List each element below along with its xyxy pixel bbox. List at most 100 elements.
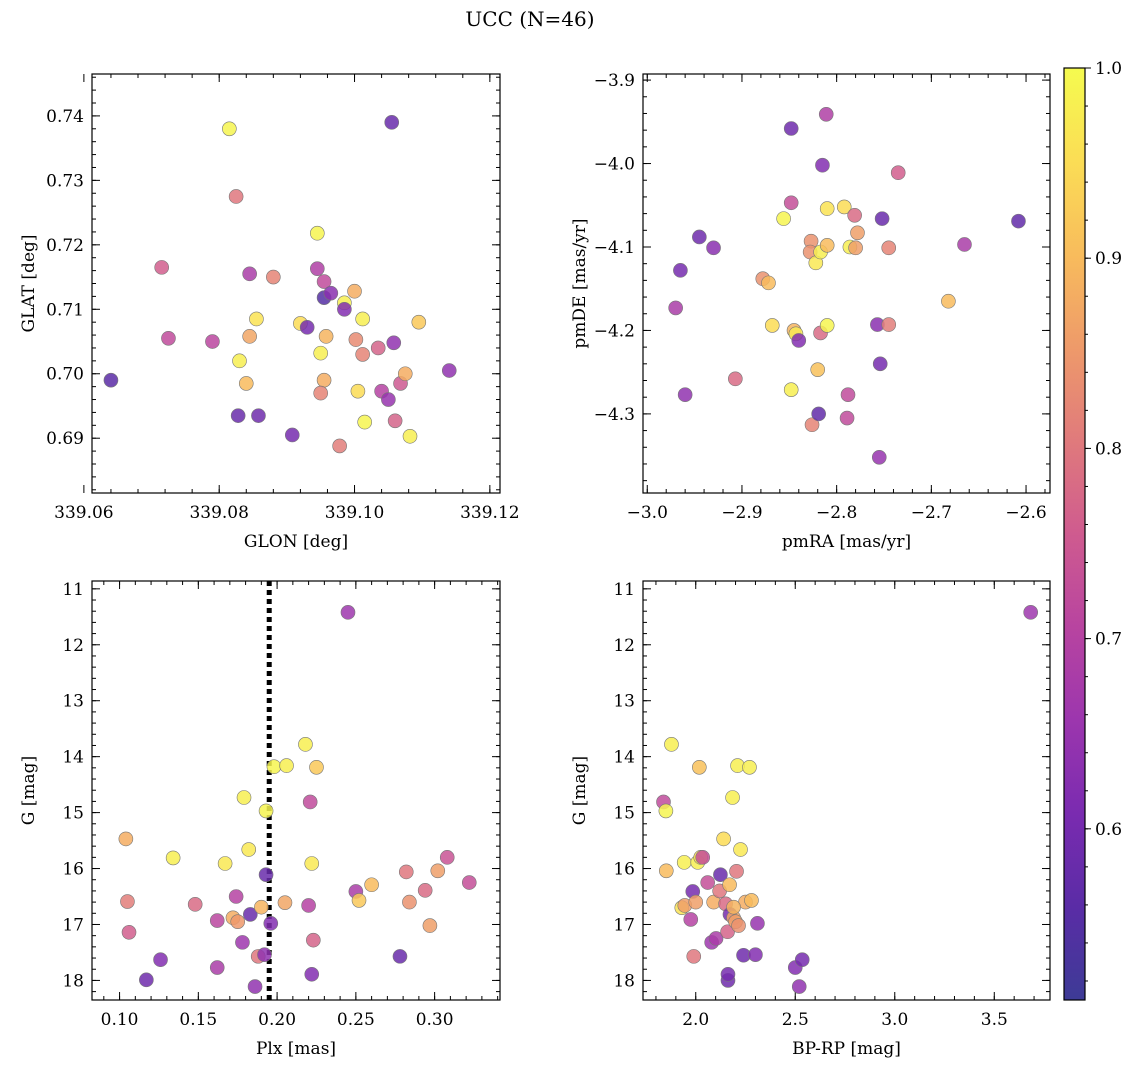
scatter-point: [392, 949, 408, 964]
x-axis-label: BP-RP [mag]: [792, 1039, 901, 1059]
scatter-point: [708, 931, 724, 946]
scatter-point: [688, 894, 704, 910]
scatter-point: [228, 189, 244, 204]
x-tick-label: 3.0: [881, 1010, 908, 1030]
y-axis-label: pmDE [mas/yr]: [570, 218, 590, 348]
x-tick-label: −2.9: [721, 503, 762, 523]
scatter-point: [441, 363, 457, 378]
y-tick-label: 14: [613, 748, 635, 768]
scatter-point: [716, 831, 731, 847]
scatter-point: [706, 240, 721, 256]
y-tick-label: −4.1: [594, 238, 635, 258]
scatter-point: [235, 935, 250, 950]
scatter-point: [304, 966, 320, 982]
scatter-point: [686, 949, 702, 964]
colorbar-tick-label: 0.8: [1095, 439, 1122, 459]
scatter-point: [351, 893, 367, 908]
y-tick-label: 12: [62, 636, 84, 656]
colorbar: 0.6 0.7 0.8 0.9 1.0: [1063, 59, 1122, 1001]
scatter-point: [247, 979, 263, 994]
scatter-point: [871, 449, 887, 465]
scatter-point: [228, 889, 244, 904]
scatter-point: [731, 918, 746, 933]
scatter-point: [819, 318, 835, 333]
y-axis-label: G [mag]: [19, 756, 39, 825]
scatter-point: [348, 332, 364, 347]
scatter-point: [302, 794, 318, 810]
x-tick-label: 339.06: [54, 503, 113, 523]
y-axis-label: GLAT [deg]: [19, 234, 39, 332]
scatter-point: [726, 899, 741, 915]
scatter-point: [722, 877, 737, 893]
scatter-point: [729, 864, 744, 879]
scatter-point: [301, 898, 316, 913]
scatter-point: [309, 759, 324, 775]
scatter-point: [299, 320, 315, 335]
x-tick-label: 2.5: [782, 1010, 809, 1030]
scatter-point: [337, 301, 352, 317]
scatter-point: [242, 329, 257, 344]
y-tick-label: 13: [613, 692, 635, 712]
colorbar-tick-label: 0.7: [1095, 630, 1122, 650]
scatter-point: [187, 897, 203, 912]
x-tick-label: −2.8: [816, 503, 857, 523]
y-tick-label: 0.72: [46, 236, 84, 256]
scatter-point: [676, 855, 692, 870]
scatter-point: [313, 345, 328, 361]
scatter-point: [357, 414, 372, 430]
scatter-point: [794, 952, 810, 968]
scatter-points: [668, 107, 1026, 465]
plot-frame: [91, 580, 501, 1001]
scatter-point: [310, 261, 325, 276]
x-tick-label: 339.08: [189, 503, 248, 523]
scatter-point: [819, 238, 835, 253]
scatter-point: [815, 157, 830, 173]
scatter-point: [318, 329, 334, 344]
scatter-point: [764, 318, 780, 333]
scatter-point: [120, 894, 135, 909]
scatter-point: [257, 947, 272, 962]
y-tick-label: 13: [62, 692, 84, 712]
y-tick-label: 18: [62, 971, 84, 991]
scatter-point: [783, 382, 799, 397]
x-tick-label: 0.30: [416, 1010, 454, 1030]
scatter-point: [673, 263, 688, 278]
x-tick-label: 0.20: [258, 1010, 296, 1030]
scatter-point: [1023, 605, 1038, 620]
scatter-point: [350, 383, 366, 399]
scatter-point: [776, 211, 791, 226]
x-tick-label: 2.0: [682, 1010, 709, 1030]
scatter-point: [398, 864, 414, 880]
scatter-point: [874, 211, 890, 226]
scatter-point: [957, 237, 972, 252]
scatter-point: [810, 362, 826, 377]
scatter-point: [266, 269, 281, 285]
scatter-point: [384, 115, 400, 130]
scatter-point: [298, 737, 313, 752]
y-tick-label: 16: [613, 860, 635, 880]
scatter-point: [232, 353, 247, 369]
scatter-point: [411, 314, 427, 330]
scatter-point: [242, 266, 257, 282]
scatter-point: [811, 406, 826, 422]
scatter-point: [417, 883, 433, 898]
scatter-point: [284, 427, 300, 443]
y-tick-label: 15: [62, 804, 84, 824]
scatter-point: [316, 372, 332, 388]
scatter-point: [881, 317, 897, 332]
scatter-point: [692, 229, 707, 245]
scatter-point: [304, 856, 320, 871]
scatter-point: [277, 895, 293, 910]
y-tick-label: 0.73: [46, 171, 84, 191]
scatter-point: [677, 387, 693, 402]
y-tick-label: 0.74: [46, 107, 84, 127]
scatter-point: [249, 311, 264, 327]
x-tick-label: −2.7: [911, 503, 952, 523]
scatter-point: [890, 165, 906, 181]
y-tick-label: 17: [62, 915, 84, 935]
scatter-point: [347, 283, 362, 299]
scatter-point: [103, 372, 119, 388]
scatter-point: [205, 334, 220, 349]
scatter-point: [700, 875, 715, 890]
scatter-point: [742, 759, 757, 775]
